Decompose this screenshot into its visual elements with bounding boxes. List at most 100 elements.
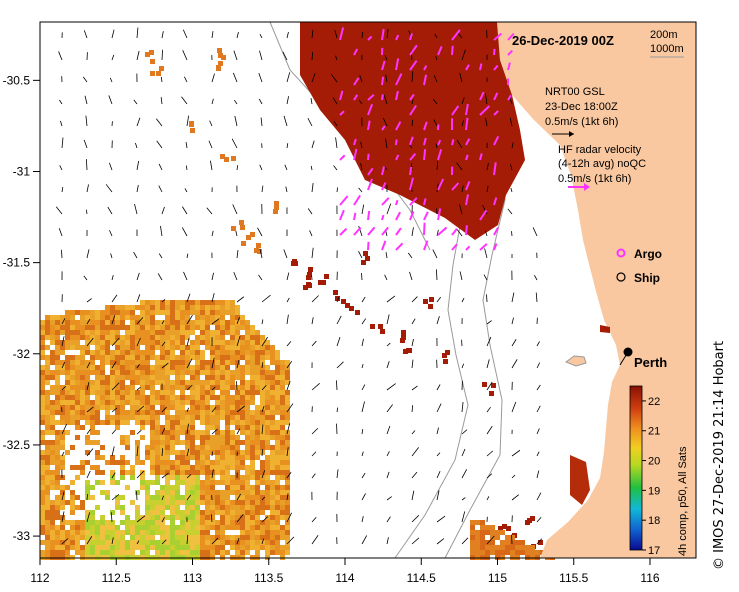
- sst-cell: [135, 320, 140, 325]
- sst-cell: [110, 400, 115, 405]
- current-arrow: [257, 227, 263, 237]
- current-arrow: [386, 203, 392, 215]
- sst-cell: [45, 410, 50, 415]
- sst-cell: [180, 335, 185, 340]
- sst-cell: [60, 520, 65, 525]
- sst-cell: [170, 460, 175, 465]
- sst-cell: [250, 340, 255, 345]
- sst-cell: [235, 340, 240, 345]
- sst-cell: [265, 370, 270, 375]
- sst-cell: [240, 540, 245, 545]
- sst-cell: [205, 470, 210, 475]
- current-arrow: [58, 228, 63, 237]
- sst-cell: [75, 370, 80, 375]
- sst-cell: [180, 470, 185, 475]
- sst-cell: [210, 510, 215, 515]
- current-arrow: [161, 517, 165, 523]
- sst-cell: [280, 450, 285, 455]
- sst-cell: [210, 415, 215, 420]
- sst-cell: [150, 390, 155, 395]
- radar-arrow: [507, 94, 512, 101]
- radar-legend-title: HF radar velocity: [558, 144, 642, 156]
- sst-cell: [185, 470, 190, 475]
- colorbar-label: 4h comp, p50, All Sats: [677, 446, 689, 556]
- sst-cell: [145, 395, 150, 400]
- sst-cell: [250, 545, 255, 550]
- sst-cell: [195, 520, 200, 525]
- sst-cell: [40, 540, 45, 545]
- sst-cell: [115, 495, 120, 500]
- sst-cell: [190, 355, 195, 360]
- radar-arrow: [409, 60, 418, 71]
- model-legend-arrowhead: [569, 131, 574, 137]
- sst-cell: [215, 405, 220, 410]
- sst-cell: [280, 465, 285, 470]
- current-arrow: [61, 423, 67, 435]
- sst-cell: [80, 320, 85, 325]
- sst-cell: [443, 359, 448, 364]
- sst-cell: [90, 525, 95, 530]
- sst-cell: [65, 335, 70, 340]
- sst-cell: [90, 410, 95, 415]
- current-arrow: [336, 187, 338, 193]
- sst-cell: [185, 415, 190, 420]
- sst-cell: [490, 525, 495, 530]
- sst-cell: [225, 370, 230, 375]
- sst-cell: [210, 480, 215, 485]
- sst-cell: [45, 360, 50, 365]
- sst-cell: [180, 380, 185, 385]
- sst-cell: [275, 405, 280, 410]
- sst-cell: [170, 305, 175, 310]
- sst-cell: [150, 445, 155, 450]
- sst-cell: [210, 320, 215, 325]
- sst-cell: [160, 305, 165, 310]
- sst-cell: [240, 325, 245, 330]
- sst-cell: [90, 535, 95, 540]
- radar-arrow: [451, 243, 458, 251]
- sst-cell: [65, 400, 70, 405]
- sst-cell: [245, 500, 250, 505]
- current-arrow: [136, 540, 140, 545]
- sst-cell: [235, 500, 240, 505]
- sst-cell: [260, 390, 265, 395]
- sst-cell: [40, 510, 45, 515]
- sst-cell: [165, 355, 170, 360]
- sst-cell: [85, 460, 90, 465]
- sst-cell: [65, 535, 70, 540]
- sst-cell: [120, 545, 125, 550]
- sst-cell: [442, 353, 447, 358]
- sst-cell: [105, 495, 110, 500]
- sst-cell: [230, 375, 235, 380]
- sst-cell: [70, 420, 75, 425]
- sst-cell: [210, 380, 215, 385]
- sst-cell: [195, 315, 200, 320]
- sst-cell: [85, 330, 90, 335]
- sst-cell: [60, 390, 65, 395]
- sst-cell: [200, 460, 205, 465]
- current-arrow: [111, 494, 120, 501]
- sst-cell: [220, 500, 225, 505]
- sst-cell: [260, 410, 265, 415]
- sst-cell: [180, 460, 185, 465]
- sst-cell: [75, 365, 80, 370]
- sst-cell: [45, 470, 50, 475]
- sst-cell: [105, 380, 110, 385]
- current-arrow: [161, 31, 164, 39]
- sst-cell: [180, 510, 185, 515]
- sst-cell: [140, 310, 145, 315]
- sst-cell: [265, 430, 270, 435]
- sst-cell: [125, 520, 130, 525]
- current-arrow: [461, 497, 466, 501]
- current-arrow: [486, 336, 492, 347]
- sst-cell: [225, 440, 230, 445]
- sst-cell: [245, 390, 250, 395]
- sst-cell: [160, 495, 165, 500]
- sst-cell: [170, 545, 175, 550]
- sst-cell: [105, 520, 110, 525]
- sst-cell: [480, 530, 485, 535]
- sst-cell: [280, 405, 285, 410]
- sst-cell: [270, 510, 275, 515]
- sst-cell: [210, 500, 215, 505]
- sst-cell: [210, 395, 215, 400]
- sst-cell: [40, 435, 45, 440]
